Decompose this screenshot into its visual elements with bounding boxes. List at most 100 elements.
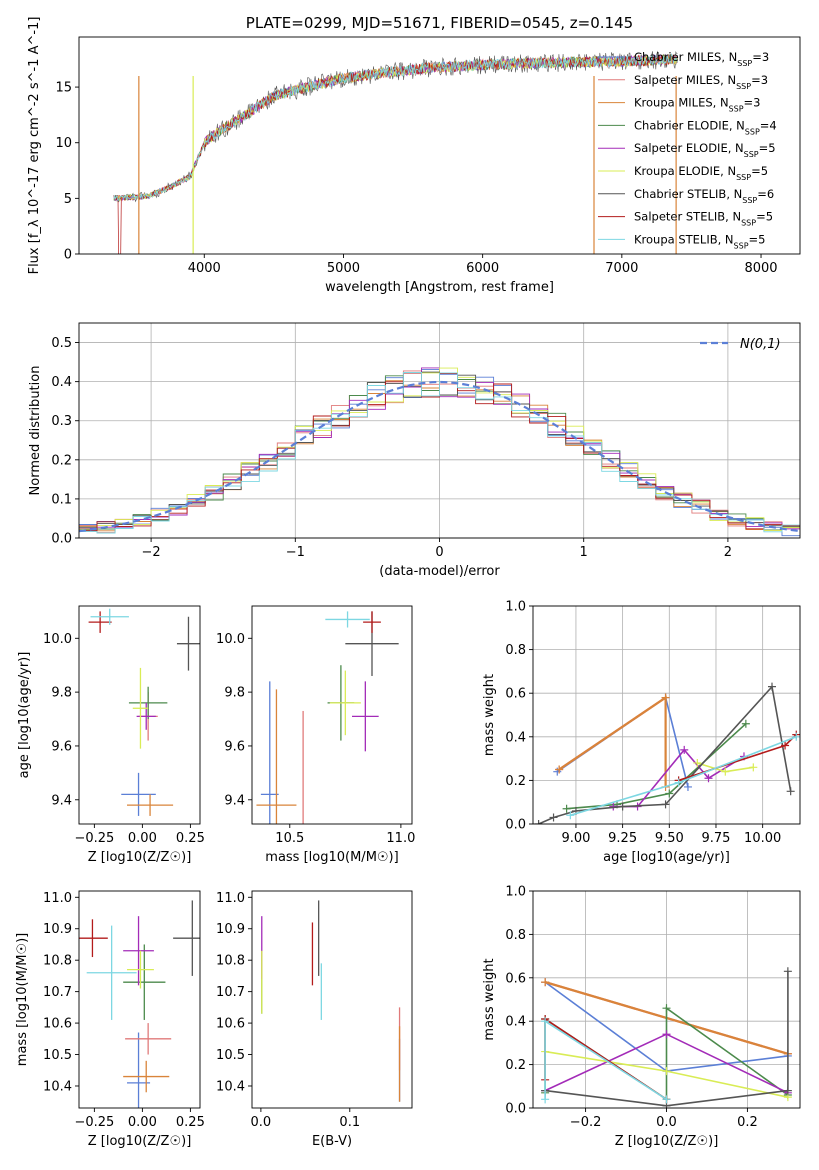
gaussian-curve — [79, 380, 800, 533]
mass-weight-vs-metallicity-panel: −0.2 0.0 0.2 0.0 0.2 0.4 0.6 0.8 1.0 Z [log10(Z/Z… — [482, 885, 801, 1149]
y-axis-label: mass [log10(M/M☉)] — [15, 933, 30, 1066]
axes-frame — [532, 605, 801, 825]
y-tick-label: 9.6 — [224, 739, 245, 754]
y-tick-label: 10.5 — [43, 1048, 72, 1063]
errorbar-point-salpeter-miles — [125, 1023, 172, 1055]
errorbar-point-kroupa-elodie — [127, 950, 154, 989]
y-tick-label: 0.4 — [505, 730, 526, 745]
y-tick-label: 0.0 — [505, 818, 526, 833]
weight-marker-chabrier-stelib — [786, 787, 795, 796]
errorbar-point-kroupa-miles — [123, 1060, 170, 1093]
x-tick-label: −0.2 — [570, 1115, 602, 1130]
y-tick-label: 0.1 — [51, 492, 72, 507]
y-tick-label: 0.6 — [505, 687, 526, 702]
plot-area — [88, 608, 200, 816]
weight-marker-kroupa-stelib — [541, 1017, 550, 1026]
x-tick-label: 4000 — [188, 261, 221, 276]
weight-marker-chabrier-elodie — [665, 789, 674, 798]
axes: −0.25 0.00 0.25 9.4 9.6 9.8 10.0 Z [log10(Z/Z☉)… — [17, 605, 205, 865]
y-tick-label: 0.4 — [51, 375, 72, 390]
y-tick-label: 0.3 — [51, 414, 72, 429]
x-axis-label: (data-model)/error — [379, 564, 500, 579]
x-tick-label: 0.25 — [176, 831, 205, 846]
weight-marker-chabrier-stelib — [767, 682, 776, 691]
legend-label-chabrier-stelib: Chabrier STELIB, NSSP=6 — [634, 187, 774, 205]
weight-marker-chabrier-elodie — [662, 1004, 671, 1013]
y-tick-label: 0.2 — [51, 453, 72, 468]
weight-marker-salpeter-elodie — [662, 1030, 671, 1039]
weight-marker-chabrier-stelib — [534, 820, 543, 824]
weight-marker-chabrier-elodie — [741, 719, 750, 728]
y-tick-label: 0.4 — [505, 1015, 526, 1030]
x-axis-label: Z [log10(Z/Z☉)] — [88, 850, 192, 865]
x-axis-label: mass [log10(M/M☉)] — [265, 850, 398, 865]
plot-area — [113, 50, 678, 254]
x-tick-label: 0 — [435, 545, 443, 560]
x-tick-label: 0.0 — [251, 1115, 272, 1130]
plot-area — [534, 682, 800, 824]
legend-label-salpeter-stelib: Salpeter STELIB, NSSP=5 — [634, 210, 773, 228]
plot-area — [261, 900, 401, 1102]
y-tick-label: 0 — [64, 248, 72, 263]
errorbar-point-kroupa-elodie — [329, 670, 361, 736]
x-tick-label: 7000 — [605, 261, 638, 276]
errorbar-point-kroupa-stelib — [86, 925, 137, 1020]
x-tick-label: 11.0 — [386, 831, 415, 846]
x-tick-label: 6000 — [466, 261, 499, 276]
x-tick-label: 0.0 — [656, 1115, 677, 1130]
histogram-kroupa-stelib — [79, 372, 800, 534]
x-tick-label: 9.00 — [561, 831, 590, 846]
x-tick-label: −0.25 — [74, 1115, 114, 1130]
weight-line-kroupa-stelib — [544, 1019, 667, 1100]
x-tick-label: 0.00 — [128, 831, 157, 846]
axes: 4000 5000 6000 7000 8000 0 5 10 15 wavelength [An… — [27, 14, 801, 295]
weight-marker-kroupa-stelib — [662, 1095, 671, 1104]
x-tick-label: 0.25 — [176, 1115, 205, 1130]
y-tick-label: 10.0 — [216, 632, 245, 647]
y-tick-label: 10.9 — [43, 922, 72, 937]
y-axis-label: mass weight — [482, 958, 497, 1040]
y-tick-label: 1.0 — [505, 600, 526, 615]
weight-marker-chabrier-miles — [683, 782, 692, 791]
errorbar-point-salpeter-elodie — [136, 702, 156, 730]
y-axis-label: age [log10(age/yr)] — [17, 652, 32, 779]
x-tick-label: 9.25 — [608, 831, 637, 846]
mass-vs-reddening-panel: 0.0 0.1 10.4 10.5 10.6 10.7 10.8 10.9 11.0 E(B-V) — [216, 890, 413, 1149]
weight-marker-kroupa-elodie — [662, 1067, 671, 1076]
x-tick-label: 0.2 — [737, 1115, 758, 1130]
x-tick-label: 0.00 — [128, 1115, 157, 1130]
errorbar-point-kroupa-stelib — [90, 608, 129, 625]
errorbar-point-salpeter-elodie — [123, 916, 154, 986]
axes-frame — [251, 605, 413, 825]
errorbar-point-salpeter-stelib — [363, 611, 381, 633]
x-tick-label: 8000 — [744, 261, 777, 276]
y-tick-label: 10.8 — [216, 954, 245, 969]
legend-label-chabrier-miles: Chabrier MILES, NSSP=3 — [634, 50, 769, 68]
legend-label-kroupa-elodie: Kroupa ELODIE, NSSP=5 — [634, 164, 768, 182]
errorbar-point-kroupa-elodie — [132, 667, 149, 749]
y-tick-label: 10.7 — [43, 985, 72, 1000]
chart-title: PLATE=0299, MJD=51671, FIBERID=0545, z=0… — [246, 14, 633, 32]
legend-label-kroupa-miles: Kroupa MILES, NSSP=3 — [634, 96, 760, 114]
x-axis-label: Z [log10(Z/Z☉)] — [88, 1134, 192, 1149]
axes-frame — [78, 890, 201, 1109]
weight-marker-kroupa-stelib — [674, 778, 683, 787]
y-tick-label: 0.0 — [505, 1102, 526, 1117]
y-tick-label: 5 — [64, 192, 72, 207]
y-tick-label: 10.4 — [216, 1079, 245, 1094]
axes: −0.25 0.00 0.25 10.4 10.5 10.6 10.7 10.8 10.9 11.… — [15, 890, 205, 1149]
weight-marker-kroupa-stelib — [566, 811, 575, 820]
age-vs-metallicity-panel: −0.25 0.00 0.25 9.4 9.6 9.8 10.0 Z [log10(Z/Z☉)… — [17, 605, 205, 865]
weight-marker-salpeter-elodie — [680, 745, 689, 754]
weight-marker-chabrier-stelib — [661, 800, 670, 809]
weight-marker-kroupa-miles — [661, 693, 670, 702]
errorbar-point-chabrier-stelib — [176, 616, 200, 671]
weight-marker-kroupa-elodie — [721, 767, 730, 776]
y-tick-label: 0.6 — [505, 971, 526, 986]
y-axis-label: Flux [f_λ 10^-17 erg cm^-2 s^-1 A^-1] — [27, 17, 42, 275]
x-tick-label: 1 — [580, 545, 588, 560]
axes-frame — [251, 890, 413, 1109]
errorbar-point-chabrier-elodie — [123, 944, 166, 1020]
weight-marker-kroupa-miles — [541, 978, 550, 987]
